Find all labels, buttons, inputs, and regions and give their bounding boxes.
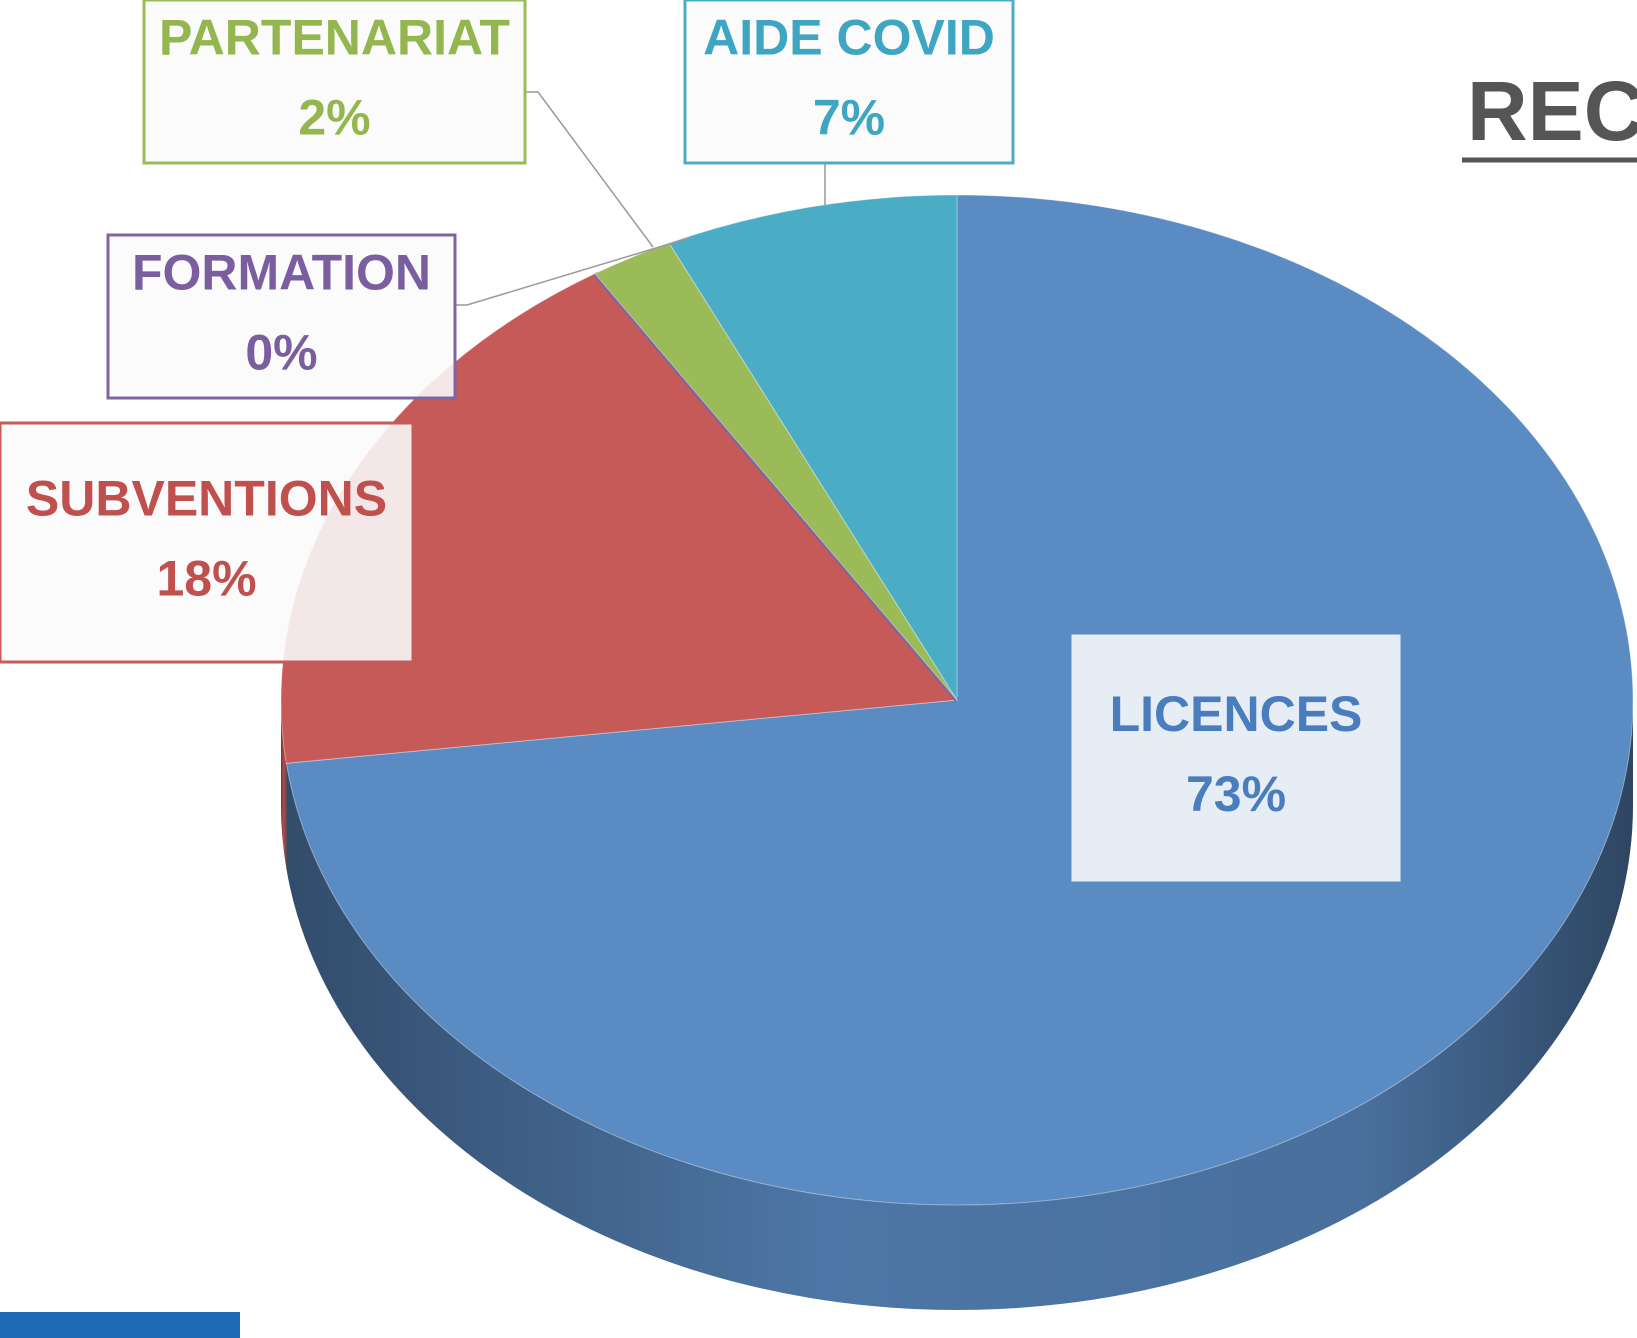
label-name: PARTENARIAT <box>159 10 510 66</box>
label-box <box>106 233 457 400</box>
label-value: 7% <box>813 90 885 146</box>
labels: LICENCES 73% SUBVENTIONS 18% FORMATION 0% PART… <box>0 0 1404 885</box>
leader-line <box>525 91 654 248</box>
corner-block <box>0 1312 240 1338</box>
label-box <box>1068 631 1404 885</box>
slice <box>668 194 958 702</box>
label-box <box>0 421 415 664</box>
slice <box>285 194 1634 1206</box>
leader-line <box>455 237 690 306</box>
slice-side-shade <box>286 700 1634 1310</box>
label-box <box>683 0 1015 165</box>
chart-title: REC <box>1467 64 1637 158</box>
label-name: AIDE COVID <box>703 10 995 66</box>
label-name: FORMATION <box>132 245 431 301</box>
label-box <box>142 0 527 165</box>
leader-lines <box>455 91 826 306</box>
label-value: 18% <box>156 551 256 607</box>
slice-side-shade <box>281 700 287 869</box>
label-value: 0% <box>245 325 317 381</box>
label-name: LICENCES <box>1110 686 1363 742</box>
label-value: 2% <box>298 90 370 146</box>
slice <box>593 242 958 701</box>
label-value: 73% <box>1186 766 1286 822</box>
pie <box>280 194 1634 1310</box>
label-name: SUBVENTIONS <box>26 471 387 527</box>
